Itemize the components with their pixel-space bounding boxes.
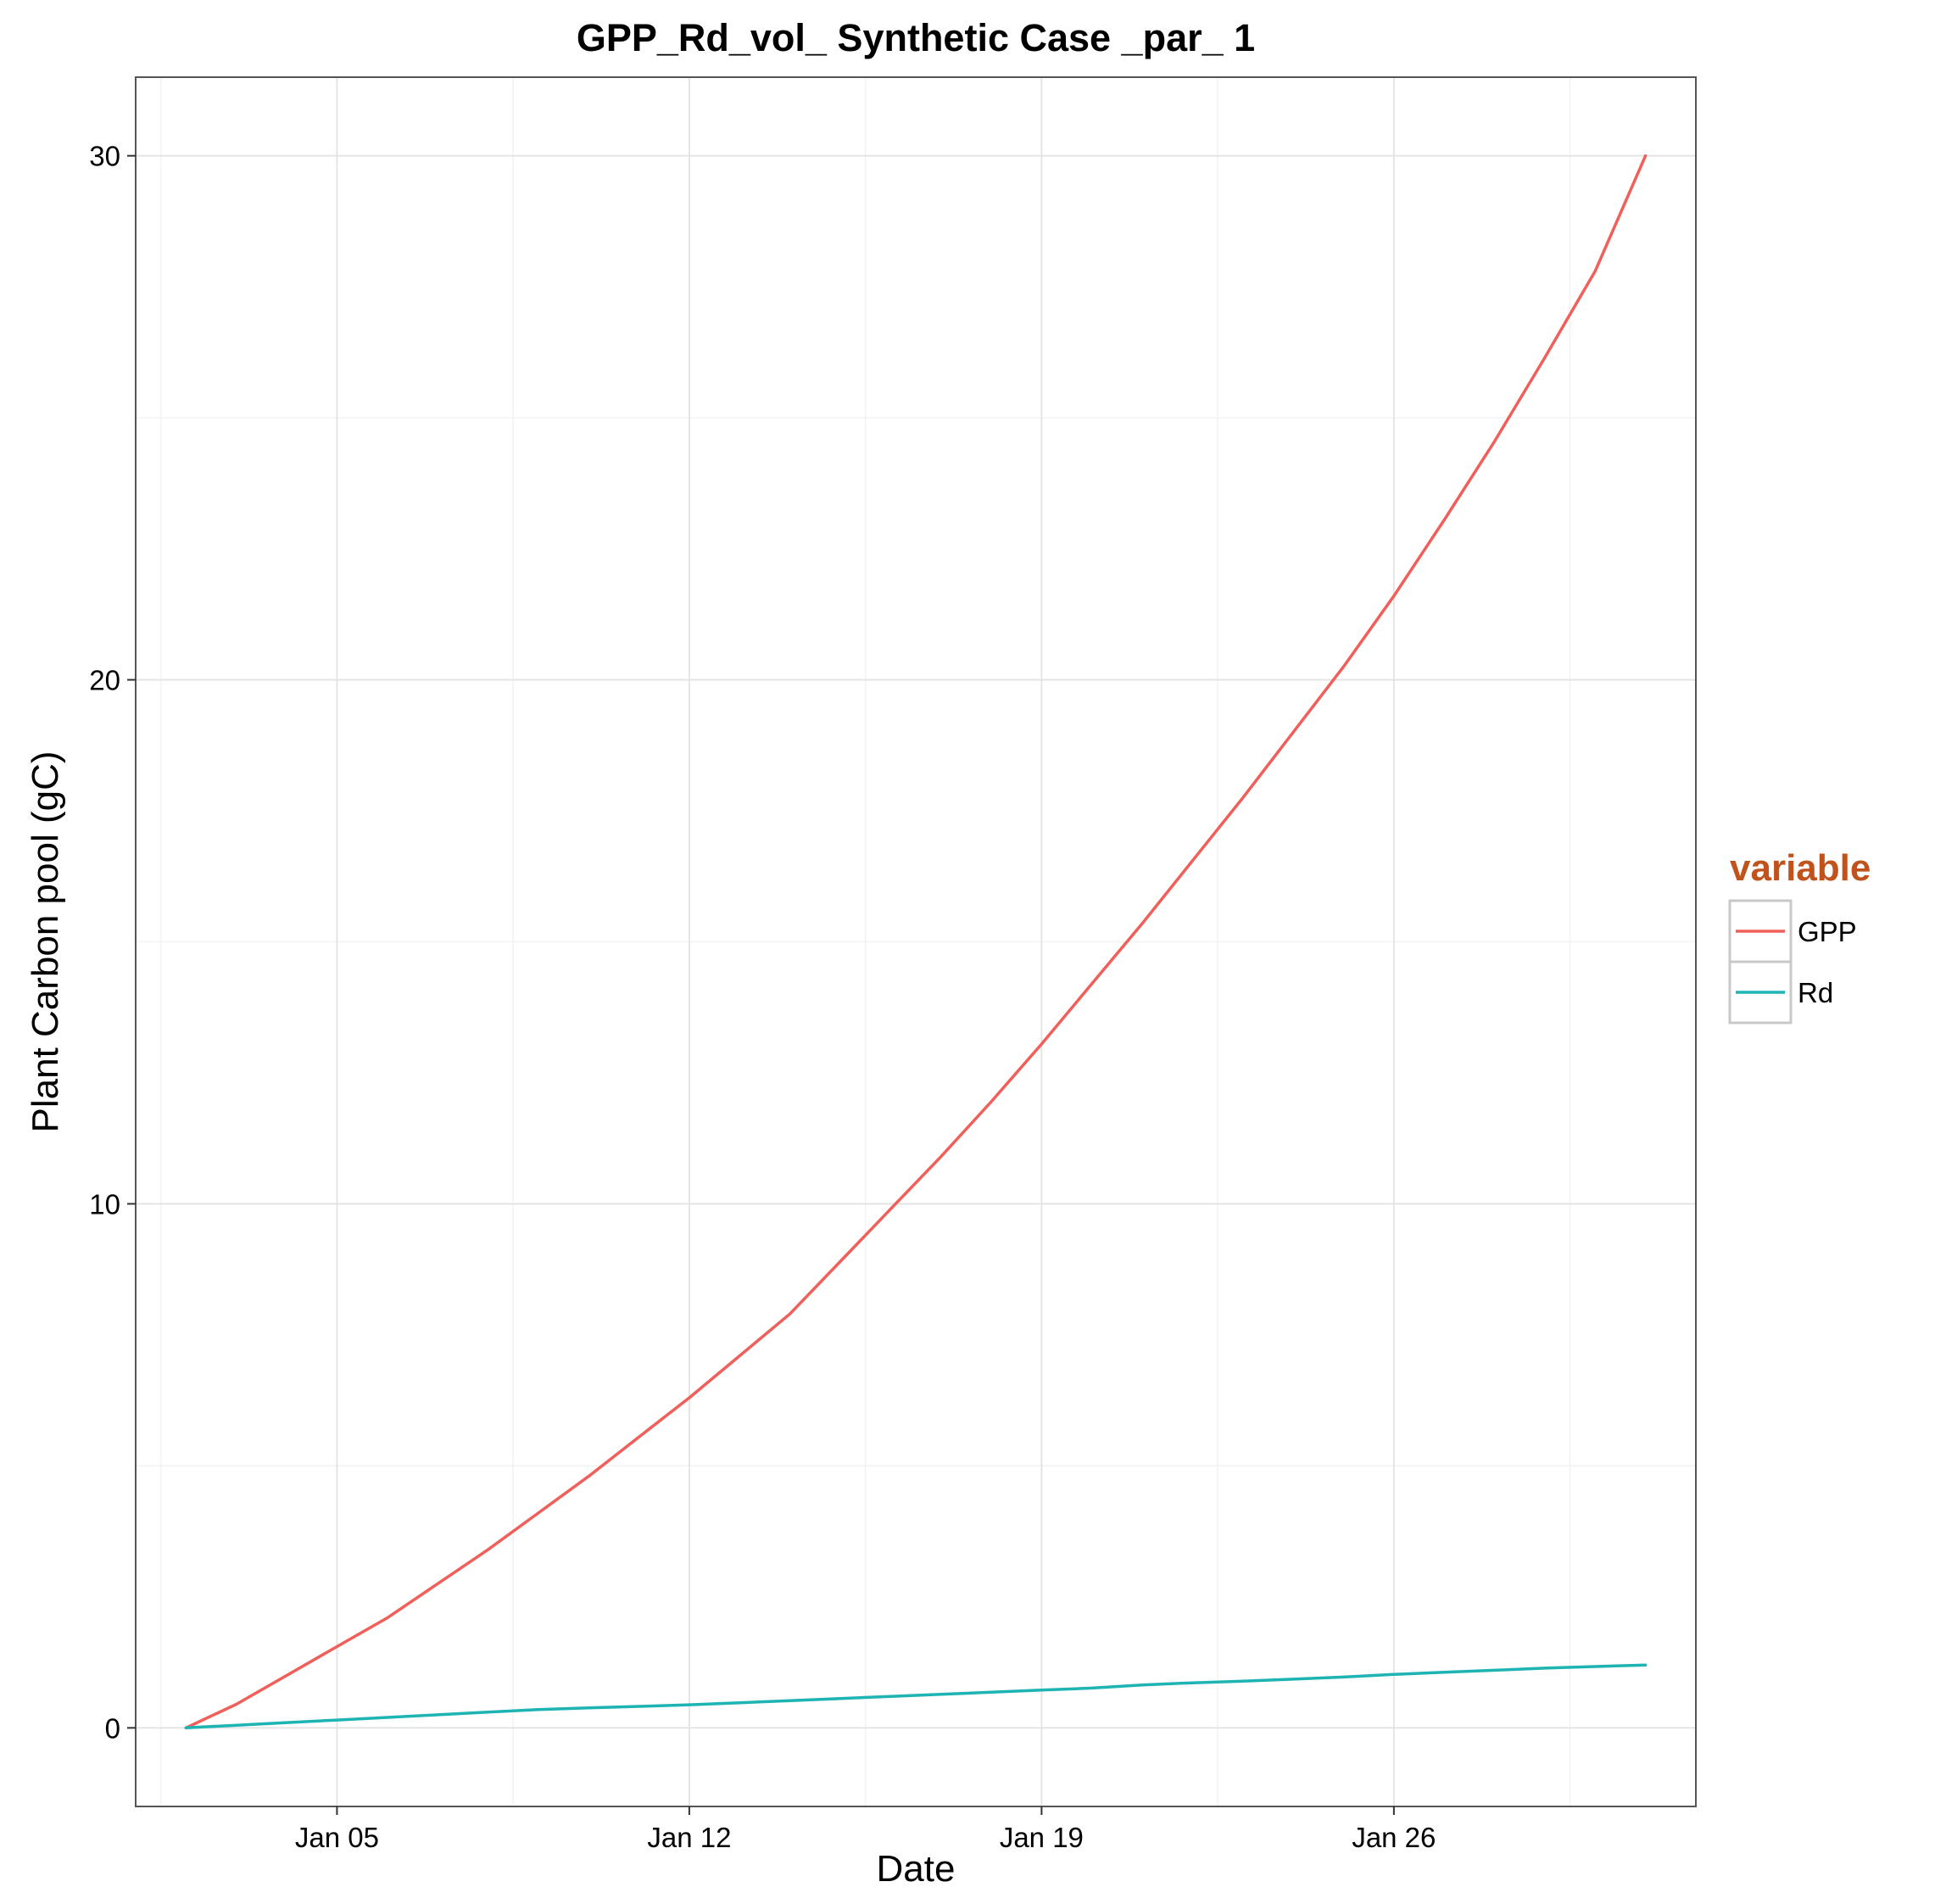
y-axis: 0 10 20 30	[89, 141, 136, 1744]
x-tick-label: Jan 12	[647, 1822, 731, 1853]
minor-grid	[136, 77, 1696, 1806]
major-grid	[136, 77, 1696, 1806]
legend: variable GPP Rd	[1728, 847, 1871, 1025]
y-axis-title: Plant Carbon pool (gC)	[25, 751, 66, 1132]
y-tick-label: 10	[89, 1188, 120, 1220]
y-tick-label: 20	[89, 665, 120, 696]
legend-label-gpp: GPP	[1798, 916, 1857, 947]
series-layer	[184, 154, 1648, 1730]
x-axis: Jan 05 Jan 12 Jan 19 Jan 26	[295, 1806, 1436, 1853]
x-axis-title: Date	[877, 1848, 956, 1890]
x-tick-label: Jan 26	[1352, 1822, 1436, 1853]
legend-title: variable	[1730, 847, 1871, 889]
series-line-rd	[184, 1663, 1648, 1730]
chart-title: GPP_Rd_vol_ Synthetic Case _par_ 1	[577, 16, 1255, 59]
series-line-gpp	[184, 154, 1648, 1730]
plot-border	[135, 76, 1697, 1807]
y-tick-label: 0	[105, 1712, 120, 1744]
x-tick-label: Jan 05	[295, 1822, 379, 1853]
legend-label-rd: Rd	[1798, 977, 1833, 1008]
x-tick-label: Jan 19	[1000, 1822, 1084, 1853]
y-tick-label: 30	[89, 141, 120, 172]
